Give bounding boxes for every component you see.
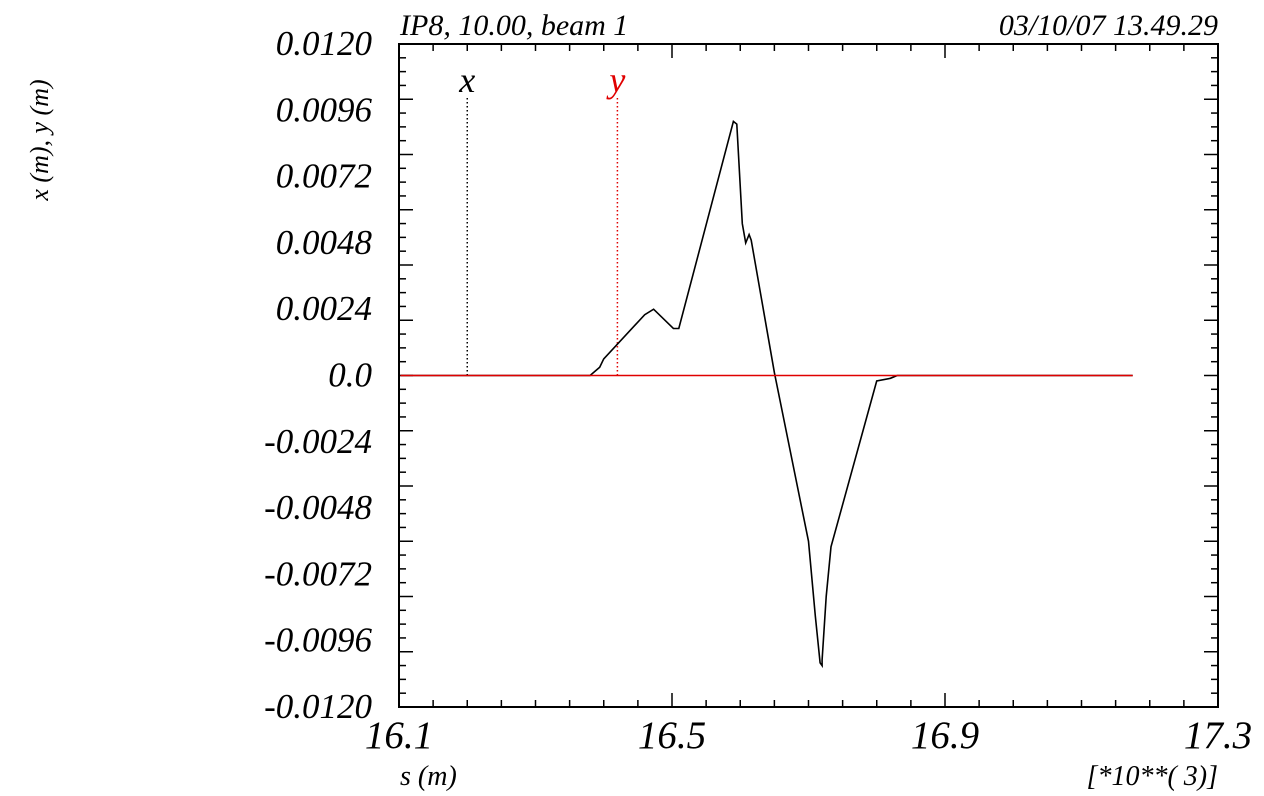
y-tick-label: -0.0120 (264, 687, 372, 726)
y-tick-label: 0.0 (328, 356, 372, 395)
series-lines (400, 120, 1133, 669)
y-tick-label: -0.0048 (264, 488, 372, 527)
y-tick-label: -0.0072 (264, 554, 372, 593)
y-axis-label: x (m), y (m) (25, 79, 54, 201)
x-tick-label: 17.3 (1184, 714, 1252, 757)
x-tick-labels: 16.1 16.5 16.9 17.3 (365, 714, 1252, 757)
y-tick-label: 0.0120 (276, 24, 373, 63)
y-tick-label: 0.0024 (276, 289, 372, 328)
y-tick-label: 0.0096 (276, 90, 373, 129)
x-tick-label: 16.5 (638, 714, 706, 757)
y-tick-label: -0.0024 (264, 422, 372, 461)
x-scale-note: [*10**( 3)] (1087, 761, 1218, 792)
x-axis-label: s (m) (400, 761, 457, 792)
y-tick-label: 0.0048 (276, 223, 373, 262)
x-tick-label: 16.9 (911, 714, 979, 757)
y-tick-label: -0.0096 (264, 621, 372, 660)
y-tick-label: 0.0072 (276, 157, 372, 196)
marker-label-x: x (458, 60, 475, 100)
chart-header-right: 03/10/07 13.49.29 (999, 9, 1218, 42)
series-line-x (400, 120, 1133, 669)
chart-header-left: IP8, 10.00, beam 1 (399, 9, 628, 42)
y-tick-labels: 0.0120 0.0096 0.0072 0.0048 0.0024 0.0 -0.0024… (264, 24, 372, 726)
minor-ticks (399, 44, 1218, 707)
x-tick-label: 16.1 (365, 714, 433, 757)
marker-label-y: y (606, 60, 625, 100)
